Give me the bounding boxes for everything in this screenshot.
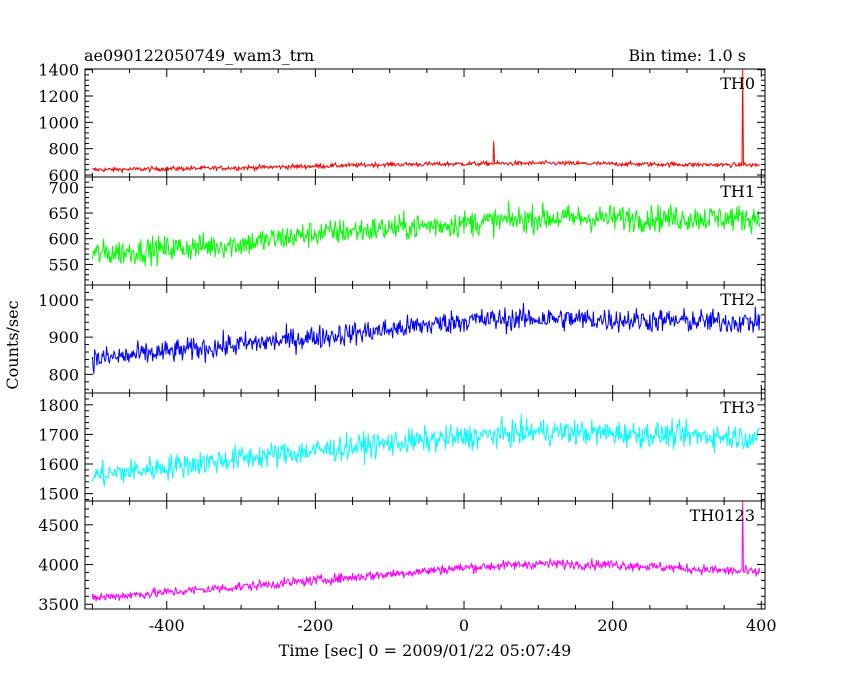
y-tick-label: 1400 (38, 61, 79, 80)
series-line-th3 (91, 413, 761, 487)
series-line-th1 (91, 200, 761, 267)
panel-frame (84, 500, 766, 610)
y-tick-label: 1500 (38, 485, 79, 504)
y-tick-label: 1000 (38, 113, 79, 132)
x-tick-label: 0 (459, 616, 469, 635)
panel-label: TH1 (720, 182, 755, 201)
y-tick-label: 1600 (38, 455, 79, 474)
x-tick-label: 400 (746, 616, 777, 635)
panel-frame (84, 176, 766, 286)
panel-label: TH2 (720, 290, 755, 309)
y-tick-label: 1200 (38, 87, 79, 106)
y-tick-label: 3500 (38, 595, 79, 614)
x-axis-label: Time [sec] 0 = 2009/01/22 05:07:49 (279, 641, 572, 660)
x-tick-label: 200 (597, 616, 628, 635)
series-line-th2 (91, 302, 761, 374)
y-tick-label: 800 (48, 365, 79, 384)
panel-th2: 800 900 1000 TH2 (38, 284, 766, 394)
panels-group: 600 800 1000 1200 1400 TH0 550 600 650 700 TH1 800 9… (38, 61, 776, 635)
panel-label: TH0123 (690, 506, 755, 525)
series-line-th0 (92, 69, 760, 175)
y-tick-label: 1800 (38, 396, 79, 415)
x-tick-label: -400 (149, 616, 185, 635)
y-axis-label: Counts/sec (3, 300, 22, 389)
series-line-th0123 (91, 501, 761, 602)
panel-frame (84, 392, 766, 502)
panel-label: TH0 (720, 74, 755, 93)
panel-th0123: 3500 4000 4500 TH0123 (38, 500, 766, 614)
y-tick-label: 1000 (38, 291, 79, 310)
y-tick-label: 4000 (38, 556, 79, 575)
y-tick-label: 700 (48, 178, 79, 197)
y-tick-label: 550 (48, 255, 79, 274)
panel-label: TH3 (720, 398, 755, 417)
chart-title: ae090122050749_wam3_trn (84, 46, 314, 65)
bin-time-label: Bin time: 1.0 s (628, 46, 746, 65)
y-tick-label: 1700 (38, 425, 79, 444)
y-tick-label: 800 (48, 140, 79, 159)
y-tick-label: 900 (48, 328, 79, 347)
panel-frame (84, 68, 766, 178)
y-tick-label: 4500 (38, 516, 79, 535)
panel-th3: 1500 1600 1700 1800 TH3 (38, 392, 766, 504)
y-tick-label: 600 (48, 166, 79, 185)
x-tick-label: -200 (297, 616, 333, 635)
panel-th1: 550 600 650 700 TH1 (48, 176, 766, 286)
y-tick-label: 600 (48, 230, 79, 249)
y-tick-label: 650 (48, 204, 79, 223)
panel-th0: 600 800 1000 1200 1400 TH0 (38, 61, 766, 185)
